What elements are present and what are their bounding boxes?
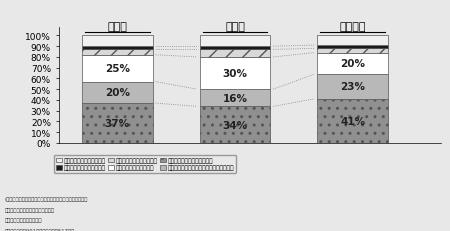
Text: 16%: 16% (223, 93, 248, 103)
Bar (82, 36, 153, 47)
Text: (注）日銀の利上げが地域経済界に与える影響を聴取調査。: (注）日銀の利上げが地域経済界に与える影響を聴取調査。 (5, 196, 88, 201)
Text: （大企業：901社、中小企業：517社）: （大企業：901社、中小企業：517社） (5, 228, 75, 231)
Text: 大企業: 大企業 (225, 21, 245, 31)
Text: 23%: 23% (340, 82, 365, 92)
Text: 20%: 20% (340, 59, 365, 69)
Bar (317, 36, 388, 46)
Text: 34%: 34% (222, 120, 248, 130)
Bar (82, 82, 153, 104)
Bar (200, 50, 270, 58)
Bar (317, 99, 388, 143)
Text: 全企業: 全企業 (108, 21, 127, 31)
Text: 調査期間：２月２２日～２７日: 調査期間：２月２２日～２７日 (5, 207, 55, 212)
Bar (82, 55, 153, 82)
Bar (317, 53, 388, 75)
Bar (317, 46, 388, 49)
Text: 30%: 30% (223, 69, 248, 79)
Bar (317, 49, 388, 53)
Legend: 現時点ではよくわからない, 現在プラス面の影響がある, 将来プラス面の影響がある, 将来も含めて影響はない, 現在マイナス面の影響がある, 現在はないが将来マイ: 現時点ではよくわからない, 現在プラス面の影響がある, 将来プラス面の影響がある… (54, 155, 236, 173)
Text: 41%: 41% (340, 116, 365, 126)
Text: 20%: 20% (105, 88, 130, 98)
Text: 中小企業: 中小企業 (339, 21, 366, 31)
Bar (82, 104, 153, 143)
Bar (200, 47, 270, 50)
Text: 対象企業：１０３４社: 対象企業：１０３４社 (5, 217, 42, 222)
Bar (82, 50, 153, 55)
Bar (200, 90, 270, 107)
Bar (200, 107, 270, 143)
Text: 25%: 25% (105, 64, 130, 74)
Bar (200, 36, 270, 47)
Text: 37%: 37% (105, 119, 130, 128)
Bar (82, 47, 153, 50)
Bar (200, 58, 270, 90)
Bar (317, 75, 388, 99)
